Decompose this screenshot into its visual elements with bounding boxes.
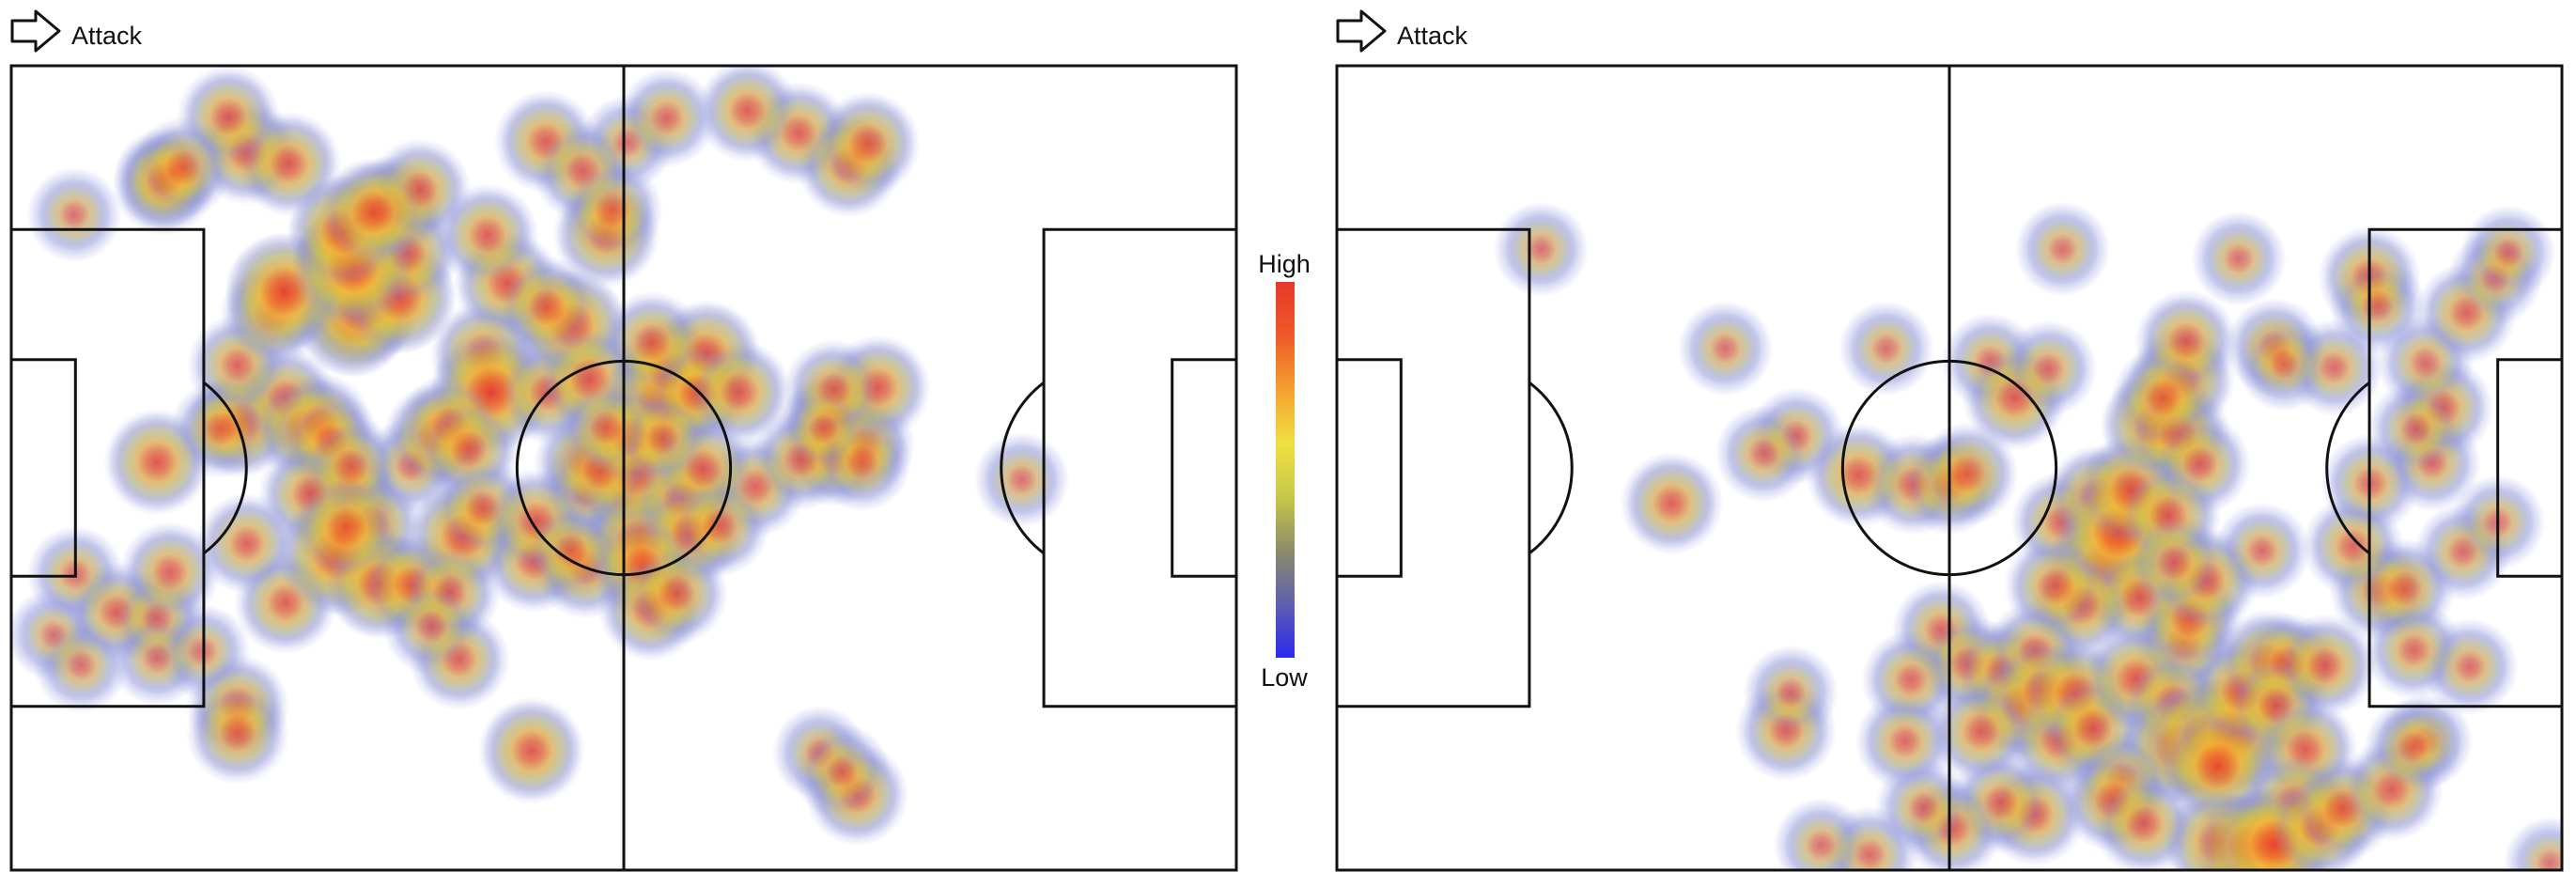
pitch-lines-left [9,64,1238,872]
heat-point [565,386,647,469]
heat-point [1784,808,1858,870]
heat-point [2279,620,2370,711]
heat-point [1626,458,1717,549]
heat-layer-right [1493,201,2562,870]
attack-direction-right: Attack [1336,9,1468,53]
penalty-arc-left [1529,381,1574,555]
heatmap-panel-left: Attack [9,9,1238,872]
heat-point [2247,327,2321,401]
goal-area-right [1171,358,1236,578]
heat-point [1885,768,1963,847]
heat-point [139,124,226,211]
attack-label: Attack [1397,22,1468,50]
heat-point [2377,390,2456,468]
heat-point [2471,215,2546,290]
heat-point [442,190,533,281]
penalty-area-right [1042,227,1236,708]
heat-point [2515,828,2562,870]
heat-point [820,96,915,192]
attack-label: Attack [71,22,143,50]
heat-point [2430,628,2509,706]
heat-point [44,629,118,703]
heat-point [2010,329,2087,408]
arrow-right-icon [10,9,61,53]
goal-area-right [2496,358,2562,578]
heat-point [2118,352,2209,444]
colorbar-legend: High Low [1258,250,1311,692]
centre-circle [1840,359,2058,577]
heat-point [2131,519,2218,606]
heat-point [127,528,213,615]
heat-point [1921,428,2012,520]
heat-point [2099,778,2190,869]
attack-direction-left: Attack [10,9,143,53]
heat-point [392,587,471,666]
heat-point [985,443,1059,517]
heat-point [2373,708,2452,786]
goal-area-left [1337,358,1403,578]
heat-core-group [1504,211,2562,870]
penalty-arc-right [2325,381,2370,555]
heat-point [1870,638,1952,721]
heat-point [1753,655,1828,730]
centre-circle [515,359,733,577]
heat-point [297,477,396,577]
goal-area-left [11,358,77,578]
heat-point [1864,700,1947,783]
heat-point [1688,311,1762,386]
penalty-area-left [1337,227,1531,708]
heat-point [530,509,613,592]
heat-point [626,76,708,159]
penalty-arc-right [1000,381,1045,555]
heat-point [786,392,861,466]
heatmap-panel-right: Attack [1335,9,2564,872]
heat-point [37,178,112,252]
heat-point [2201,221,2276,296]
heat-point [1935,686,2026,777]
colorbar-high-label: High [1258,250,1311,278]
colorbar-low-label: Low [1261,663,1308,692]
heat-layer-left [11,66,1070,847]
penalty-arc-left [203,381,248,555]
heat-point [192,687,283,778]
penalty-area-right [2367,227,2562,708]
colorbar-gradient [1276,282,1295,658]
heat-point [321,161,425,264]
heat-point [802,733,881,811]
heat-point [482,701,582,801]
heat-point [702,66,793,156]
penalty-area-left [11,227,206,708]
pitch-lines-right [1335,64,2564,872]
heat-point [2025,211,2100,287]
heat-point [1849,311,1924,386]
heat-point [2338,267,2417,345]
heat-point [676,482,763,569]
heat-point [1504,211,1578,287]
heat-point [1725,414,1803,493]
heat-point [568,166,656,254]
heat-point [606,297,697,388]
heat-point [502,261,593,352]
arrow-right-icon [1336,9,1387,53]
heat-point [178,387,261,471]
heat-point [2309,503,2397,589]
